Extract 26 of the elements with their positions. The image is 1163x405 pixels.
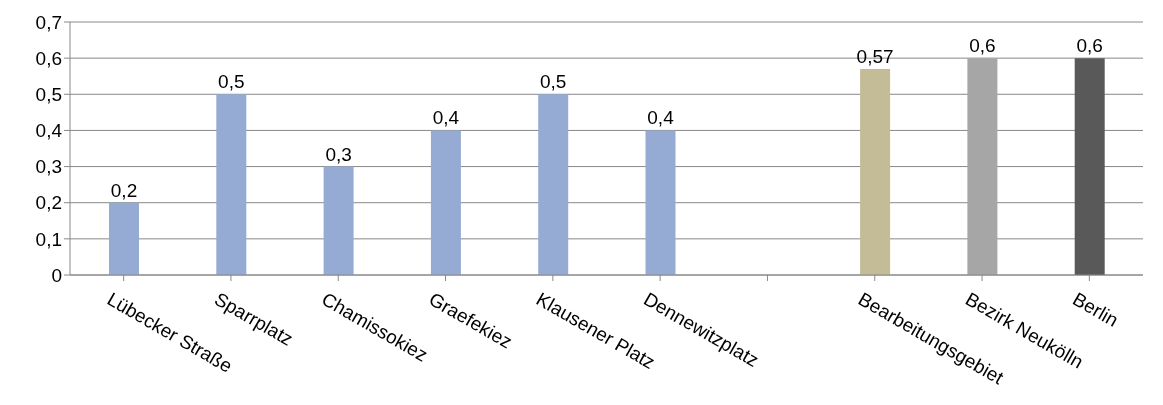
bar: [860, 68, 891, 275]
data-label: 0,5: [539, 71, 567, 93]
y-tick-label: 0,7: [35, 11, 62, 33]
bar: [323, 166, 354, 275]
y-tick-label: 0,5: [35, 84, 62, 106]
bar: [538, 94, 569, 275]
bar: [216, 94, 247, 275]
y-tick-label: 0,4: [35, 120, 63, 142]
data-label: 0,57: [856, 45, 894, 67]
bar: [109, 202, 139, 275]
data-label: 0,4: [647, 107, 675, 129]
data-label: 0,5: [218, 71, 245, 93]
data-label: 0,4: [432, 107, 460, 129]
y-tick-label: 0: [51, 264, 62, 286]
data-label: 0,6: [1076, 35, 1103, 57]
bar: [967, 58, 998, 275]
data-label: 0,2: [110, 179, 138, 201]
bar: [1074, 58, 1105, 275]
y-tick-label: 0,6: [35, 47, 62, 69]
bar: [430, 130, 461, 275]
bar: [645, 130, 676, 275]
data-label: 0,6: [969, 35, 996, 57]
y-tick-label: 0,3: [35, 156, 62, 178]
y-tick-label: 0,1: [35, 228, 62, 250]
data-label: 0,3: [325, 143, 352, 165]
y-tick-label: 0,2: [35, 192, 62, 214]
